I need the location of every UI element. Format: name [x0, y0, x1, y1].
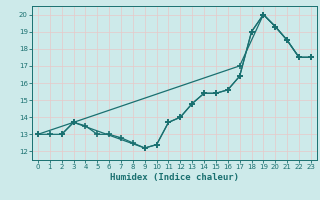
X-axis label: Humidex (Indice chaleur): Humidex (Indice chaleur): [110, 173, 239, 182]
